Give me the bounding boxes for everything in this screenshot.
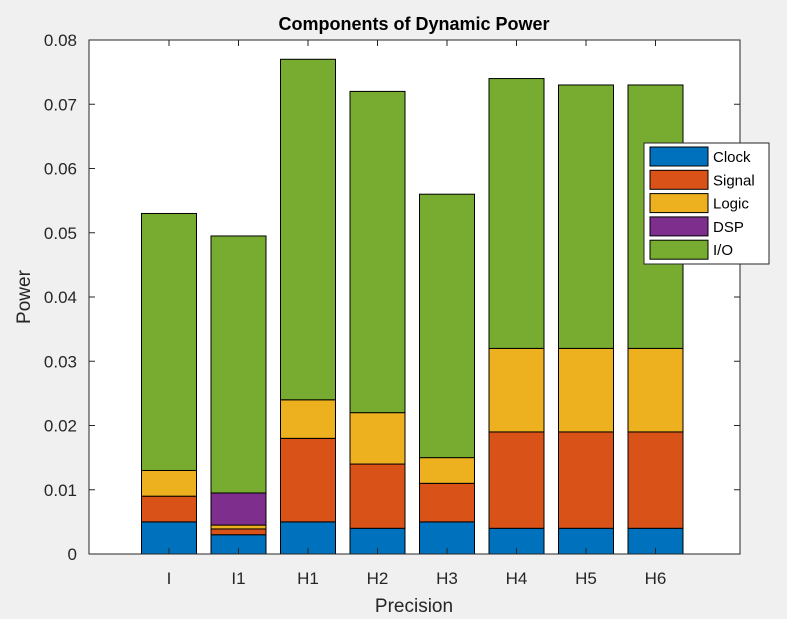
legend-label: Clock xyxy=(713,149,751,166)
bar-segment-logic-h1 xyxy=(280,399,336,439)
bar-segment-logic-h2 xyxy=(349,412,406,465)
y-tick-label: 0.06 xyxy=(44,160,77,179)
bar-segment-i-o-h1 xyxy=(280,58,336,401)
legend: Clock Signal Logic DSP I/O xyxy=(643,142,770,265)
bar-segment-i-o-h5 xyxy=(558,84,614,349)
bar-segment-logic-h4 xyxy=(488,347,545,433)
legend-swatch-dsp xyxy=(649,216,709,237)
bar-segment-logic-h5 xyxy=(558,347,614,433)
x-tick-label: H5 xyxy=(575,569,597,588)
bar-segment-dsp-i1 xyxy=(210,492,267,526)
legend-swatch-i-o xyxy=(649,239,709,260)
y-tick-label: 0.04 xyxy=(44,288,77,307)
bar-segment-signal-h4 xyxy=(488,431,545,529)
x-tick-label: H2 xyxy=(367,569,389,588)
y-tick-label: 0.01 xyxy=(44,481,77,500)
y-tick-label: 0 xyxy=(68,545,77,564)
bar-segment-i-o-h4 xyxy=(488,78,545,349)
x-tick-label: H1 xyxy=(297,569,319,588)
bar-segment-i-o-i xyxy=(141,212,197,471)
legend-swatch-signal xyxy=(649,169,709,190)
y-tick-label: 0.07 xyxy=(44,95,77,114)
legend-swatch-logic xyxy=(649,193,709,214)
legend-label: I/O xyxy=(713,242,733,259)
bar-segment-logic-h6 xyxy=(627,347,684,433)
bar-segment-i-o-h3 xyxy=(419,193,475,459)
y-tick-label: 0.03 xyxy=(44,352,77,371)
bars-group xyxy=(141,58,684,555)
bar-segment-logic-h3 xyxy=(419,457,475,484)
bar-segment-i-o-i1 xyxy=(210,235,267,494)
bar-segment-signal-h2 xyxy=(349,463,406,529)
x-tick-label: H4 xyxy=(506,569,528,588)
bar-segment-signal-i1 xyxy=(210,528,267,536)
y-axis-label: Power xyxy=(14,269,35,324)
bar-segment-signal-i xyxy=(141,495,197,523)
bar-segment-logic-i xyxy=(141,469,197,497)
x-tick-label: H6 xyxy=(645,569,667,588)
y-tick-label: 0.05 xyxy=(44,224,77,243)
x-tick-label: H3 xyxy=(436,569,458,588)
x-axis-ticks: I I1 H1 H2 H3 H4 H5 H6 xyxy=(167,40,667,588)
bar-segment-signal-h1 xyxy=(280,437,336,523)
x-axis-label: Precision xyxy=(375,596,453,617)
legend-swatch-clock xyxy=(649,146,709,167)
y-tick-label: 0.08 xyxy=(44,31,77,50)
bar-segment-signal-h3 xyxy=(419,482,475,523)
bar-segment-signal-h5 xyxy=(558,431,614,529)
legend-label: DSP xyxy=(713,219,744,236)
legend-label: Logic xyxy=(713,196,749,213)
x-tick-label: I1 xyxy=(231,569,245,588)
bar-segment-logic-i1 xyxy=(210,524,267,530)
x-tick-label: I xyxy=(167,569,172,588)
chart-title: Components of Dynamic Power xyxy=(278,14,549,34)
bar-segment-i-o-h2 xyxy=(349,90,406,414)
legend-label: Signal xyxy=(713,172,755,189)
y-axis-ticks: 0 0.01 0.02 0.03 0.04 0.05 0.06 0.07 0.08 xyxy=(44,31,740,564)
bar-segment-signal-h6 xyxy=(627,431,684,529)
y-tick-label: 0.02 xyxy=(44,417,77,436)
